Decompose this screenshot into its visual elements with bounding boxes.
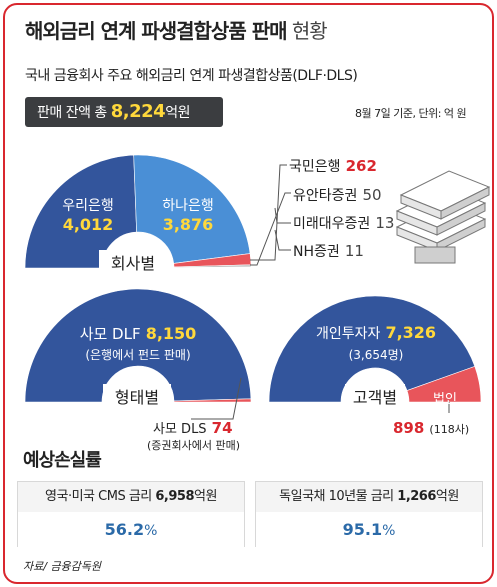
note-private-dls: (증권회사에서 판매) bbox=[147, 439, 241, 452]
page-title: 해외금리 연계 파생결합상품 판매 현황 bbox=[25, 19, 328, 43]
label-nh: NH증권 11 bbox=[293, 242, 364, 260]
value-corporate: 898 (118사) bbox=[393, 419, 470, 437]
loss-card-cms-label: 영국·미국 CMS 금리 6,958억원 bbox=[45, 489, 217, 504]
source-note: 자료/ 금융감독원 bbox=[23, 560, 102, 573]
note-private-dlf: (은행에서 펀드 판매) bbox=[85, 348, 191, 362]
company-chart-title: 회사별 bbox=[99, 250, 167, 274]
date-unit-note: 8월 7일 기준, 단위: 억 원 bbox=[355, 107, 467, 120]
company-chart bbox=[24, 154, 252, 269]
label-mirae: 미래대우증권 13 bbox=[293, 214, 395, 232]
charts-canvas bbox=[24, 154, 491, 420]
loss-card-bund-rate: 95.1% bbox=[256, 512, 482, 548]
slice-hana bbox=[133, 154, 251, 264]
customer-chart bbox=[268, 295, 482, 403]
value-hana: 3,876 bbox=[162, 215, 214, 234]
loss-card-cms-rate: 56.2% bbox=[18, 512, 244, 548]
slice-corporate bbox=[406, 365, 482, 403]
total-balance-box: 판매 잔액 총 8,224억원 bbox=[25, 97, 223, 127]
note-individual: (3,654명) bbox=[348, 348, 404, 362]
slice-private-dlf bbox=[24, 288, 252, 403]
label-corporate: 법인 bbox=[433, 392, 457, 407]
money-stack-icon bbox=[395, 170, 491, 264]
label-kookmin: 국민은행 262 bbox=[289, 157, 377, 175]
type-chart-title: 형태별 bbox=[103, 384, 171, 408]
customer-chart-title: 고객별 bbox=[345, 384, 405, 408]
value-woori: 4,012 bbox=[62, 215, 114, 234]
infographic-card: 해외금리 연계 파생결합상품 판매 현황 국내 금융회사 주요 해외금리 연계 … bbox=[3, 3, 494, 584]
type-chart bbox=[24, 288, 252, 403]
label-woori: 우리은행 bbox=[62, 198, 114, 214]
loss-card-cms: 영국·미국 CMS 금리 6,958억원 56.2% bbox=[17, 481, 245, 548]
label-yuanta: 유안타증권 50 bbox=[293, 186, 382, 204]
slice-private-dls bbox=[173, 398, 252, 403]
loss-card-bund: 독일국채 10년물 금리 1,266억원 95.1% bbox=[255, 481, 483, 548]
label-individual: 개인투자자 7,326 bbox=[315, 323, 437, 342]
slice-woori bbox=[24, 154, 137, 269]
subtitle: 국내 금융회사 주요 해외금리 연계 파생결합상품(DLF·DLS) bbox=[25, 68, 358, 84]
expected-loss-title: 예상손실률 bbox=[23, 450, 102, 471]
leader-lines bbox=[191, 164, 450, 420]
label-private-dlf: 사모 DLF 8,150 bbox=[79, 324, 197, 343]
loss-card-bund-label: 독일국채 10년물 금리 1,266억원 bbox=[279, 489, 459, 504]
slice-individual bbox=[268, 295, 476, 403]
label-private-dls: 사모 DLS 74 bbox=[153, 419, 233, 437]
label-hana: 하나은행 bbox=[162, 198, 214, 214]
